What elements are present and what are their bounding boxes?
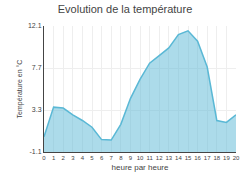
svg-text:12.1: 12.1 [28,22,42,29]
svg-text:13: 13 [165,155,172,161]
svg-text:3.3: 3.3 [32,106,42,113]
svg-text:-1.1: -1.1 [30,148,42,155]
svg-text:18: 18 [213,155,220,161]
svg-text:20: 20 [233,155,240,161]
svg-text:1: 1 [52,155,56,161]
svg-text:2: 2 [62,155,66,161]
svg-text:16: 16 [194,155,201,161]
svg-text:heure par heure: heure par heure [112,163,169,172]
svg-text:11: 11 [146,155,153,161]
svg-text:10: 10 [137,155,144,161]
svg-text:12: 12 [156,155,163,161]
svg-text:3: 3 [71,155,75,161]
svg-text:15: 15 [185,155,192,161]
svg-text:Evolution de la température: Evolution de la température [58,3,193,15]
svg-text:9: 9 [129,155,133,161]
svg-text:7: 7 [110,155,114,161]
svg-text:Température en °C: Température en °C [16,60,24,119]
svg-text:4: 4 [81,155,85,161]
svg-text:5: 5 [90,155,94,161]
svg-text:19: 19 [223,155,230,161]
svg-text:7.7: 7.7 [32,64,42,71]
svg-text:8: 8 [119,155,123,161]
svg-text:6: 6 [100,155,104,161]
svg-text:17: 17 [204,155,211,161]
svg-text:0: 0 [42,155,46,161]
svg-text:14: 14 [175,155,182,161]
